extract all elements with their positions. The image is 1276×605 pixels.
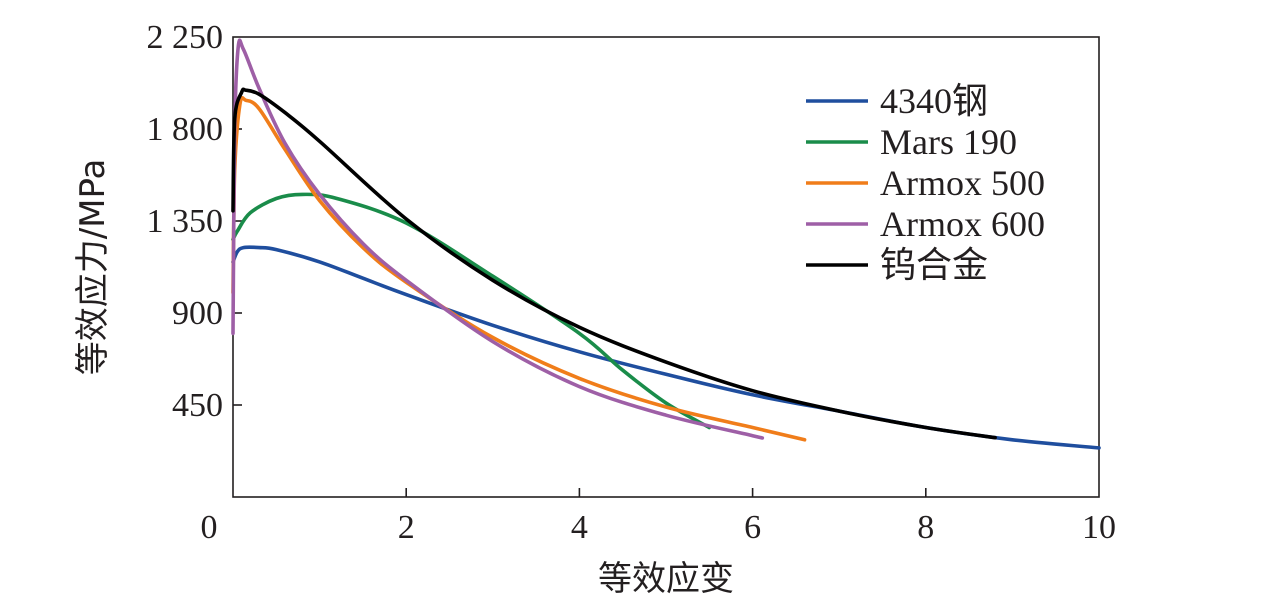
series-line — [231, 192, 712, 430]
y-tick-label: 1 350 — [147, 203, 224, 240]
y-tick-label: 900 — [172, 295, 223, 332]
legend-label: 钨合金 — [880, 245, 988, 285]
series-line — [231, 87, 997, 440]
x-tick-label: 0 — [201, 509, 218, 546]
x-tick-label: 8 — [917, 509, 934, 546]
x-tick-label: 6 — [744, 509, 761, 546]
legend-label: 4340钢 — [880, 81, 988, 121]
y-tick-label: 450 — [172, 387, 223, 424]
x-tick-label: 2 — [398, 509, 415, 546]
series-line — [231, 96, 807, 442]
x-axis-title: 等效应变 — [598, 559, 734, 599]
legend-label: Armox 600 — [880, 204, 1045, 244]
y-tick-label: 1 800 — [147, 111, 224, 148]
axis-ticks: 0 2 4 6 8 10 450 900 1 350 1 800 2 250 — [147, 19, 1117, 546]
legend-label: Armox 500 — [880, 163, 1045, 203]
x-tick-label: 4 — [571, 509, 588, 546]
legend-label: Mars 190 — [880, 122, 1017, 162]
series-line — [231, 38, 765, 440]
y-axis-title: 等效应力/MPa — [73, 159, 113, 376]
y-tick-label: 2 250 — [147, 19, 224, 56]
series-lines — [231, 38, 1101, 450]
x-tick-label: 10 — [1082, 509, 1116, 546]
